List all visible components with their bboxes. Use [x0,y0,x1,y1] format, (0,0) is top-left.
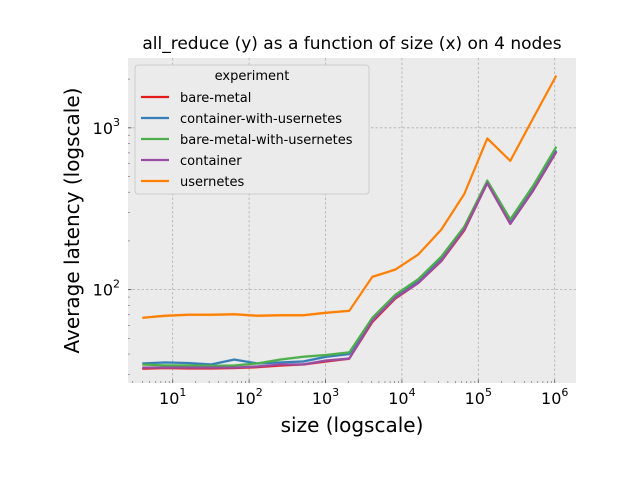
legend-label-container-with-usernetes: container-with-usernetes [180,112,342,127]
legend-label-usernetes: usernetes [180,175,244,190]
x-tick-label: 103 [312,386,339,408]
legend-box [134,64,370,195]
legend-label-container: container [180,154,242,169]
series-line-container [142,151,558,369]
series-line-bare-metal-with-usernetes [142,146,558,367]
x-tick-label: 104 [388,386,415,408]
x-tick-labels: 101 102 103 104 105 106 [159,386,568,408]
legend-title: experiment [215,69,290,84]
legend: experiment bare-metal container-with-user… [134,64,370,195]
x-tick-label: 105 [465,386,492,408]
y-tick-label: 102 [93,278,120,300]
minor-ticks [128,78,556,383]
y-axis-label: Average latency (logscale) [60,88,84,354]
series-line-usernetes [142,75,558,319]
series-lines [142,74,558,371]
x-tick-label: 101 [159,386,186,408]
chart-title: all_reduce (y) as a function of size (x)… [142,34,561,54]
x-tick-label: 102 [235,386,262,408]
x-tick-label: 106 [541,386,568,408]
x-axis-label: size (logscale) [281,413,424,437]
legend-label-bare-metal-with-usernetes: bare-metal-with-usernetes [180,133,353,148]
y-tick-labels: 102 103 [93,116,120,300]
y-tick-label: 103 [93,116,120,138]
legend-label-bare-metal: bare-metal [180,91,251,106]
